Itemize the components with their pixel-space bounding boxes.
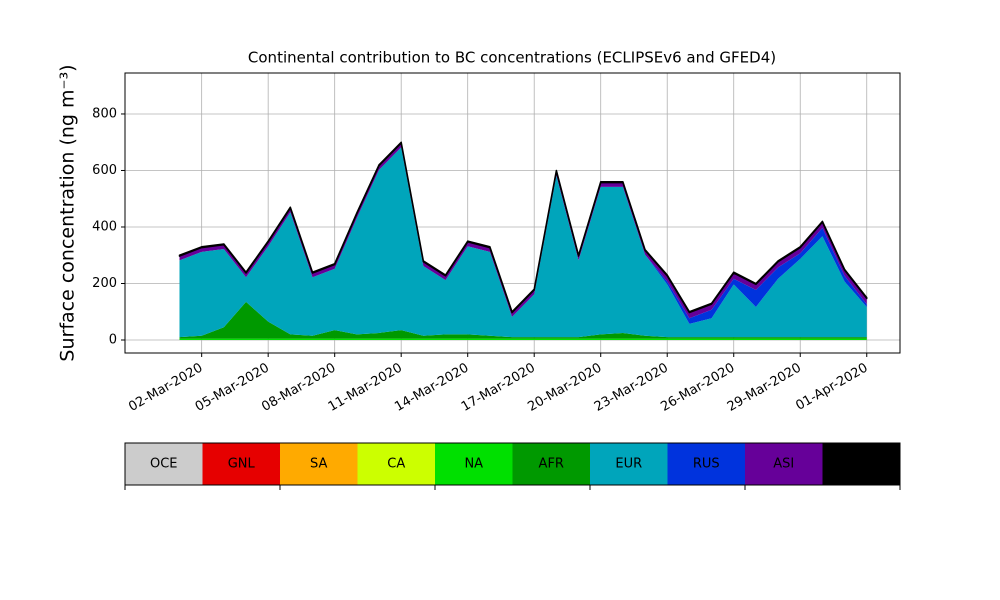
legend-swatch bbox=[745, 443, 823, 485]
y-tick-label: 200 bbox=[92, 276, 117, 291]
x-tick-label: 29-Mar-2020 bbox=[725, 361, 804, 415]
legend-swatch bbox=[125, 443, 203, 485]
y-tick-label: 600 bbox=[92, 163, 117, 178]
area bbox=[179, 147, 867, 338]
legend-swatch bbox=[590, 443, 668, 485]
x-tick-label: 26-Mar-2020 bbox=[658, 361, 737, 415]
x-tick-label: 17-Mar-2020 bbox=[459, 361, 538, 415]
area bbox=[178, 141, 868, 314]
x-tick-label: 05-Mar-2020 bbox=[193, 361, 272, 415]
area bbox=[179, 301, 867, 339]
chart-title: Continental contribution to BC concentra… bbox=[248, 49, 776, 67]
plot-frame bbox=[124, 72, 901, 354]
legend-swatch bbox=[435, 443, 513, 485]
legend-label: GNL bbox=[228, 457, 256, 472]
y-axis-label: Surface concentration (ng m⁻³) bbox=[57, 64, 79, 361]
legend-label: OCE bbox=[150, 457, 178, 472]
legend-swatch bbox=[202, 443, 280, 485]
y-tick-label: 400 bbox=[92, 219, 117, 234]
area bbox=[179, 338, 867, 341]
legend-swatch bbox=[512, 443, 590, 485]
x-tick-label: 08-Mar-2020 bbox=[259, 361, 338, 415]
y-tick-label: 0 bbox=[109, 333, 117, 348]
legend-swatch bbox=[280, 443, 358, 485]
y-tick-label: 800 bbox=[92, 106, 117, 121]
legend-swatch bbox=[822, 443, 900, 485]
x-tick-label: 11-Mar-2020 bbox=[326, 361, 405, 415]
legend-label: NA bbox=[464, 457, 483, 472]
legend-label: AFR bbox=[539, 457, 564, 472]
x-tick-label: 23-Mar-2020 bbox=[592, 361, 671, 415]
legend-swatch bbox=[667, 443, 745, 485]
legend-label: AUS bbox=[848, 457, 875, 472]
legend-swatch bbox=[357, 443, 435, 485]
x-tick-label: 14-Mar-2020 bbox=[392, 361, 471, 415]
legend-label: SA bbox=[310, 457, 327, 472]
legend-label: RUS bbox=[693, 457, 720, 472]
x-tick-label: 01-Apr-2020 bbox=[793, 361, 870, 414]
legend-label: ASI bbox=[773, 457, 794, 472]
legend-frame bbox=[124, 442, 901, 486]
x-tick-label: 20-Mar-2020 bbox=[525, 361, 604, 415]
x-tick-label: 02-Mar-2020 bbox=[126, 361, 205, 415]
legend-label: CA bbox=[387, 457, 405, 472]
legend-label: EUR bbox=[615, 457, 642, 472]
